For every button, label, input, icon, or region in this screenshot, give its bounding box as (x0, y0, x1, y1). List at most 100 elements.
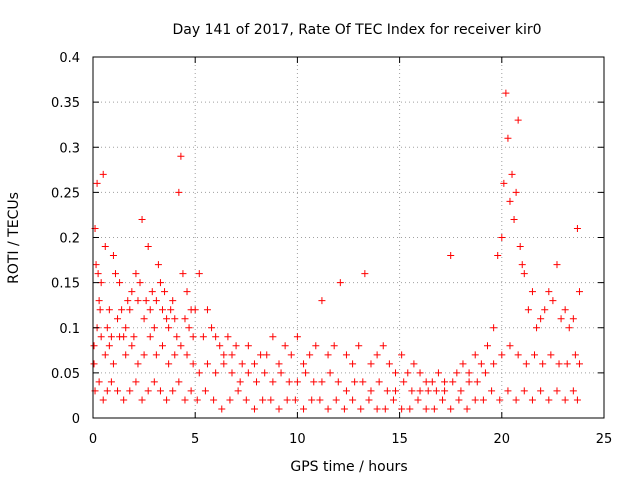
data-point (96, 306, 104, 314)
data-point (109, 360, 117, 368)
data-point (447, 405, 455, 413)
data-point (563, 360, 571, 368)
data-point (392, 369, 400, 377)
data-point (555, 360, 563, 368)
x-tick-label: 20 (494, 432, 511, 447)
data-point (146, 333, 154, 341)
data-point (126, 387, 134, 395)
data-point (107, 378, 115, 386)
data-point (234, 387, 242, 395)
data-point (518, 261, 526, 269)
data-point (191, 306, 199, 314)
y-tick-label: 0.35 (51, 96, 80, 111)
data-point (349, 360, 357, 368)
data-point (490, 360, 498, 368)
data-point (318, 297, 326, 305)
data-point (224, 333, 232, 341)
data-point (244, 369, 252, 377)
data-point (181, 315, 189, 323)
data-point (357, 405, 365, 413)
data-point (150, 324, 158, 332)
data-point (212, 369, 220, 377)
data-point (175, 378, 183, 386)
data-point (502, 89, 510, 97)
data-point (471, 396, 479, 404)
data-point (95, 297, 103, 305)
data-point (101, 243, 109, 251)
data-point (302, 369, 310, 377)
data-point (99, 396, 107, 404)
data-point (114, 387, 122, 395)
data-point (310, 378, 318, 386)
data-point (146, 306, 154, 314)
data-point (373, 351, 381, 359)
data-point (404, 369, 412, 377)
data-point (90, 342, 98, 350)
data-point (398, 351, 406, 359)
data-point (132, 270, 140, 278)
data-point (308, 396, 316, 404)
data-point (183, 351, 191, 359)
data-point (103, 324, 111, 332)
data-point (496, 396, 504, 404)
data-point (361, 270, 369, 278)
data-point (267, 396, 275, 404)
data-point (138, 396, 146, 404)
data-point (163, 315, 171, 323)
data-point (140, 351, 148, 359)
data-point (142, 297, 150, 305)
data-point (342, 387, 350, 395)
data-point (537, 315, 545, 323)
data-point (306, 351, 314, 359)
data-point (453, 369, 461, 377)
data-point (253, 378, 261, 386)
data-point (553, 261, 561, 269)
data-point (569, 387, 577, 395)
data-point (398, 405, 406, 413)
data-point (565, 324, 573, 332)
data-point (158, 306, 166, 314)
data-point (561, 306, 569, 314)
data-point (281, 342, 289, 350)
data-point (439, 396, 447, 404)
data-point (171, 315, 179, 323)
y-tick-label: 0.4 (59, 51, 80, 66)
data-point (512, 396, 520, 404)
data-point (148, 288, 156, 296)
data-point (257, 351, 265, 359)
data-point (332, 396, 340, 404)
data-point (134, 297, 142, 305)
data-point (571, 351, 579, 359)
data-point (463, 405, 471, 413)
data-point (465, 369, 473, 377)
data-point (201, 387, 209, 395)
data-point (109, 252, 117, 260)
data-point (557, 315, 565, 323)
data-point (379, 342, 387, 350)
data-point (336, 279, 344, 287)
data-point (569, 315, 577, 323)
data-point (111, 270, 119, 278)
data-point (318, 378, 326, 386)
data-point (483, 342, 491, 350)
data-point (189, 333, 197, 341)
data-point (504, 134, 512, 142)
data-point (156, 387, 164, 395)
data-point (549, 297, 557, 305)
data-point (173, 333, 181, 341)
data-point (275, 405, 283, 413)
data-point (349, 396, 357, 404)
chart-title: Day 141 of 2017, Rate Of TEC Index for r… (172, 22, 541, 38)
data-point (250, 360, 258, 368)
data-point (90, 360, 98, 368)
data-point (326, 369, 334, 377)
data-point (228, 351, 236, 359)
data-point (152, 351, 160, 359)
data-point (441, 378, 449, 386)
data-point (416, 387, 424, 395)
data-point (156, 279, 164, 287)
data-point (277, 369, 285, 377)
data-point (212, 333, 220, 341)
data-point (152, 297, 160, 305)
data-point (275, 360, 283, 368)
